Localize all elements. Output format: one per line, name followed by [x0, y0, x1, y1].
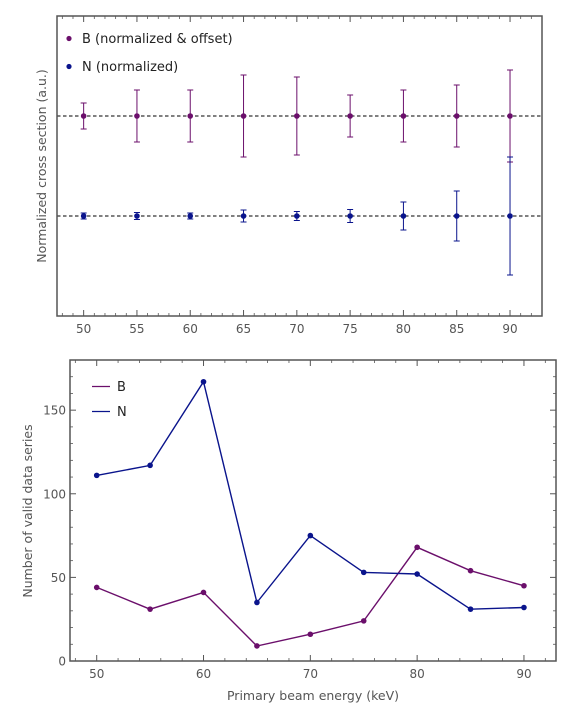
legend-label-n2: N	[117, 405, 127, 420]
data-point	[521, 604, 527, 611]
bottom-y-axis-label: Number of valid data series	[20, 424, 35, 597]
data-point	[80, 213, 87, 219]
data-point	[187, 213, 194, 219]
y-tick-label: 50	[51, 571, 66, 585]
x-tick-label: 80	[396, 322, 411, 336]
x-tick-label: 55	[129, 322, 144, 336]
y-tick-label: 150	[43, 404, 66, 418]
x-tick-label: 60	[183, 322, 198, 336]
series-b	[80, 69, 514, 163]
x-tick-label: 70	[303, 667, 318, 681]
data-point	[507, 213, 513, 219]
x-tick-label: 90	[516, 667, 531, 681]
data-point	[134, 113, 140, 119]
x-tick-label: 60	[196, 667, 211, 681]
data-point	[294, 213, 300, 219]
top-reference-lines	[57, 115, 542, 217]
bottom-plot-frame	[69, 359, 557, 662]
top-series-group	[80, 69, 514, 276]
legend-label-b: B (normalized & offset)	[82, 32, 233, 47]
series-n	[93, 378, 527, 612]
data-point	[240, 113, 247, 119]
bottom-chart: Number of valid data series Primary beam…	[20, 359, 557, 703]
data-point	[254, 599, 260, 606]
data-point	[347, 213, 353, 219]
data-point	[93, 472, 100, 479]
x-tick-label: 50	[76, 322, 91, 336]
data-point	[400, 113, 407, 119]
data-point	[93, 584, 100, 591]
data-point	[147, 462, 153, 469]
top-y-axis-label: Normalized cross section (a.u.)	[34, 69, 49, 263]
data-point	[294, 113, 300, 119]
data-point	[240, 213, 247, 219]
data-point	[414, 571, 420, 577]
bottom-legend: B N	[92, 380, 127, 420]
data-point	[467, 567, 474, 574]
data-point	[307, 631, 314, 638]
data-point	[507, 113, 513, 119]
data-point	[80, 113, 87, 119]
data-point	[134, 213, 140, 219]
data-point	[360, 618, 367, 624]
data-point	[414, 544, 420, 551]
data-point	[200, 378, 207, 385]
data-point	[453, 113, 460, 119]
top-plot-frame	[56, 15, 543, 317]
series-n	[80, 156, 514, 276]
x-tick-label: 80	[410, 667, 425, 681]
data-point	[307, 532, 314, 539]
data-point	[347, 113, 353, 119]
top-chart: Normalized cross section (a.u.) 50 55 60 65…	[34, 15, 543, 336]
x-tick-label: 85	[449, 322, 464, 336]
legend-label-b2: B	[117, 380, 126, 395]
bottom-x-axis-label: Primary beam energy (keV)	[227, 688, 399, 703]
data-point	[254, 643, 260, 649]
data-point	[360, 569, 367, 576]
y-tick-label: 0	[58, 655, 66, 669]
legend-label-n: N (normalized)	[82, 60, 178, 75]
x-tick-label: 50	[89, 667, 104, 681]
bottom-series-group	[93, 378, 527, 649]
data-point	[400, 213, 407, 219]
x-tick-label: 90	[502, 322, 517, 336]
series-line	[96, 546, 525, 647]
y-tick-label: 100	[43, 487, 66, 501]
series-b	[93, 544, 527, 649]
x-tick-label: 75	[342, 322, 357, 336]
data-point	[467, 606, 474, 612]
top-legend: B (normalized & offset) N (normalized)	[66, 32, 233, 75]
data-point	[147, 606, 153, 612]
x-tick-label: 70	[289, 322, 304, 336]
legend-marker-b	[66, 35, 72, 42]
series-line	[96, 379, 525, 610]
data-point	[521, 582, 527, 589]
legend-marker-n	[66, 63, 72, 70]
x-tick-label: 65	[236, 322, 251, 336]
data-point	[187, 113, 194, 119]
data-point	[453, 213, 460, 219]
data-point	[200, 589, 207, 596]
